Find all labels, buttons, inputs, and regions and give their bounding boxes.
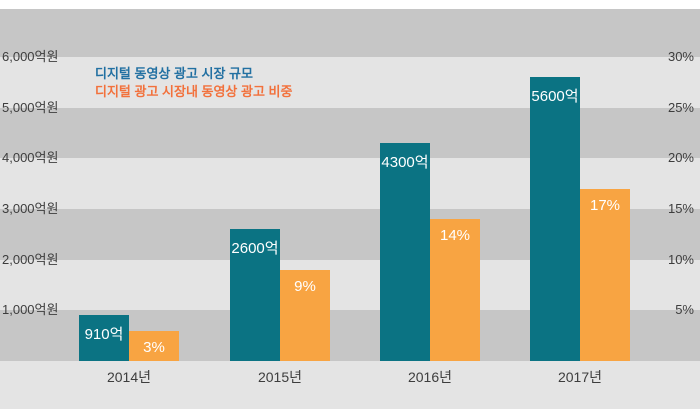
- left-axis-tick: 4,000억원: [2, 150, 59, 166]
- bar-share: 17%: [580, 188, 630, 361]
- right-axis-tick: 10%: [667, 251, 694, 267]
- bar-value-label: 14%: [439, 227, 471, 245]
- bar-market-size: 910억: [79, 314, 129, 361]
- left-axis-tick: 2,000억원: [2, 251, 59, 267]
- bar-value-label: 2600억: [231, 240, 279, 258]
- background-stripe: [0, 107, 700, 159]
- right-axis-tick: 30%: [667, 49, 694, 64]
- bar-value-label: 5600억: [531, 88, 579, 106]
- bar-market-size: 4300억: [380, 143, 430, 361]
- bar-value-label: 4300억: [381, 154, 429, 172]
- bar-share: 14%: [430, 219, 480, 361]
- right-axis-tick: 15%: [667, 201, 694, 216]
- x-axis-label: 2015년: [257, 369, 303, 385]
- background-stripe: [0, 57, 700, 108]
- bar-value-label: 3%: [143, 338, 165, 356]
- right-axis-tick: 5%: [675, 302, 694, 318]
- x-axis-label: 2017년: [557, 369, 603, 385]
- bar-value-label: 910억: [84, 325, 124, 343]
- bar-market-size: 5600억: [530, 77, 580, 361]
- legend-item-market-size: 디지털 동영상 광고 시장 규모: [95, 66, 253, 81]
- right-axis-tick: 20%: [667, 150, 694, 166]
- left-axis-tick: 6,000억원: [2, 49, 59, 64]
- bar-share: 3%: [129, 330, 179, 361]
- left-axis-tick: 1,000억원: [2, 302, 59, 318]
- bar-value-label: 17%: [589, 196, 621, 214]
- background-stripe: [0, 9, 700, 57]
- left-axis-tick: 5,000억원: [2, 99, 59, 115]
- x-axis-label: 2014년: [106, 369, 152, 385]
- background-stripe: [0, 361, 700, 409]
- legend: 디지털 동영상 광고 시장 규모 디지털 광고 시장내 동영상 광고 비중: [95, 65, 292, 101]
- bar-market-size: 2600억: [230, 229, 280, 361]
- right-axis-tick: 25%: [667, 99, 694, 115]
- x-axis-label: 2016년: [407, 369, 453, 385]
- bar-value-label: 9%: [294, 277, 316, 295]
- legend-item-share: 디지털 광고 시장내 동영상 광고 비중: [95, 84, 293, 99]
- left-axis-tick: 3,000억원: [2, 201, 59, 216]
- bar-share: 9%: [280, 269, 330, 361]
